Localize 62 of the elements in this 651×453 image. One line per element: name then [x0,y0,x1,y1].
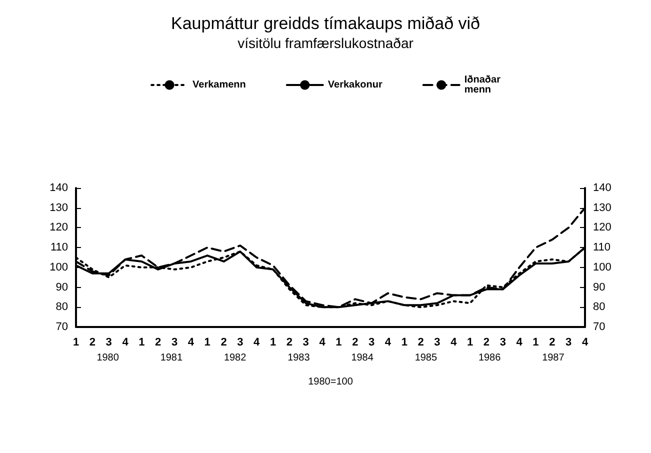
y-tick-label: 110 [50,242,68,254]
x-tick-label: 4 [122,336,130,348]
x-tick-label: 3 [106,336,112,348]
x-tick-label: 3 [368,336,375,348]
text: 1981 [160,352,183,364]
text: 1985 [414,352,438,364]
x-tick-label: 2 [352,336,358,348]
x-tick-label: 1 [401,336,408,348]
text: 1986 [478,352,502,364]
x-tick-label: 2 [220,336,227,348]
x-tick-label: 4 [516,336,524,348]
y-tick-label: 90 [56,281,68,294]
x-tick-label: 2 [155,336,162,348]
x-tick-label: 1 [467,336,474,348]
legend-label: Verkakonur [328,80,382,90]
x-tick-label: 4 [384,336,392,348]
legend-label: Iðnaðar menn [464,74,501,96]
chart-subtitle: vísitölu framfærslukostnaðar [238,35,414,51]
x-axis-title: 1980=100 [308,376,354,388]
y-tick-label: 80 [56,301,68,314]
y2-tick-label: 100 [593,261,612,274]
chart-title: Kaupmáttur greidds tímakaups miðað við [171,14,480,33]
x-tick-label: 2 [483,336,490,348]
x-tick-label: 3 [171,336,178,348]
y2-tick-label: 110 [593,242,611,254]
y-tick-label: 140 [50,182,68,194]
x-tick-label: 3 [237,336,244,348]
x-tick-label: 4 [450,336,458,348]
x-tick-label: 2 [549,336,556,348]
y2-tick-label: 120 [593,222,612,234]
x-tick-label: 2 [89,336,96,348]
text: 1980 [96,352,120,364]
y2-tick-label: 90 [593,281,606,294]
y2-tick-label: 70 [593,321,606,333]
text: 1987 [542,352,565,364]
y-tick-label: 100 [50,261,68,274]
legend-label: Verkamenn [192,80,246,90]
y-tick-label: 70 [56,321,68,333]
x-tick-label: 1 [72,336,80,348]
x-tick-label: 4 [582,336,589,348]
x-tick-label: 3 [434,336,440,348]
x-tick-label: 4 [254,336,261,348]
x-tick-label: 3 [500,336,506,348]
x-tick-label: 4 [188,336,195,348]
x-tick-label: 1 [204,336,210,348]
text: 1982 [224,352,247,364]
x-tick-label: 4 [319,336,326,348]
x-tick-label: 1 [138,336,145,348]
x-tick-label: 1 [270,336,276,348]
y-tick-label: 130 [50,202,68,214]
x-tick-label: 2 [286,336,293,348]
x-tick-label: 1 [532,336,539,348]
y2-tick-label: 80 [593,301,606,314]
x-tick-label: 2 [418,336,424,348]
x-tick-label: 3 [566,336,572,348]
x-tick-label: 3 [302,336,309,348]
text: 1983 [288,352,310,364]
x-tick-label: 1 [336,336,342,348]
y-tick-label: 120 [50,222,68,234]
y2-tick-label: 140 [593,182,612,194]
text: 1984 [351,352,374,364]
y2-tick-label: 130 [593,202,612,214]
